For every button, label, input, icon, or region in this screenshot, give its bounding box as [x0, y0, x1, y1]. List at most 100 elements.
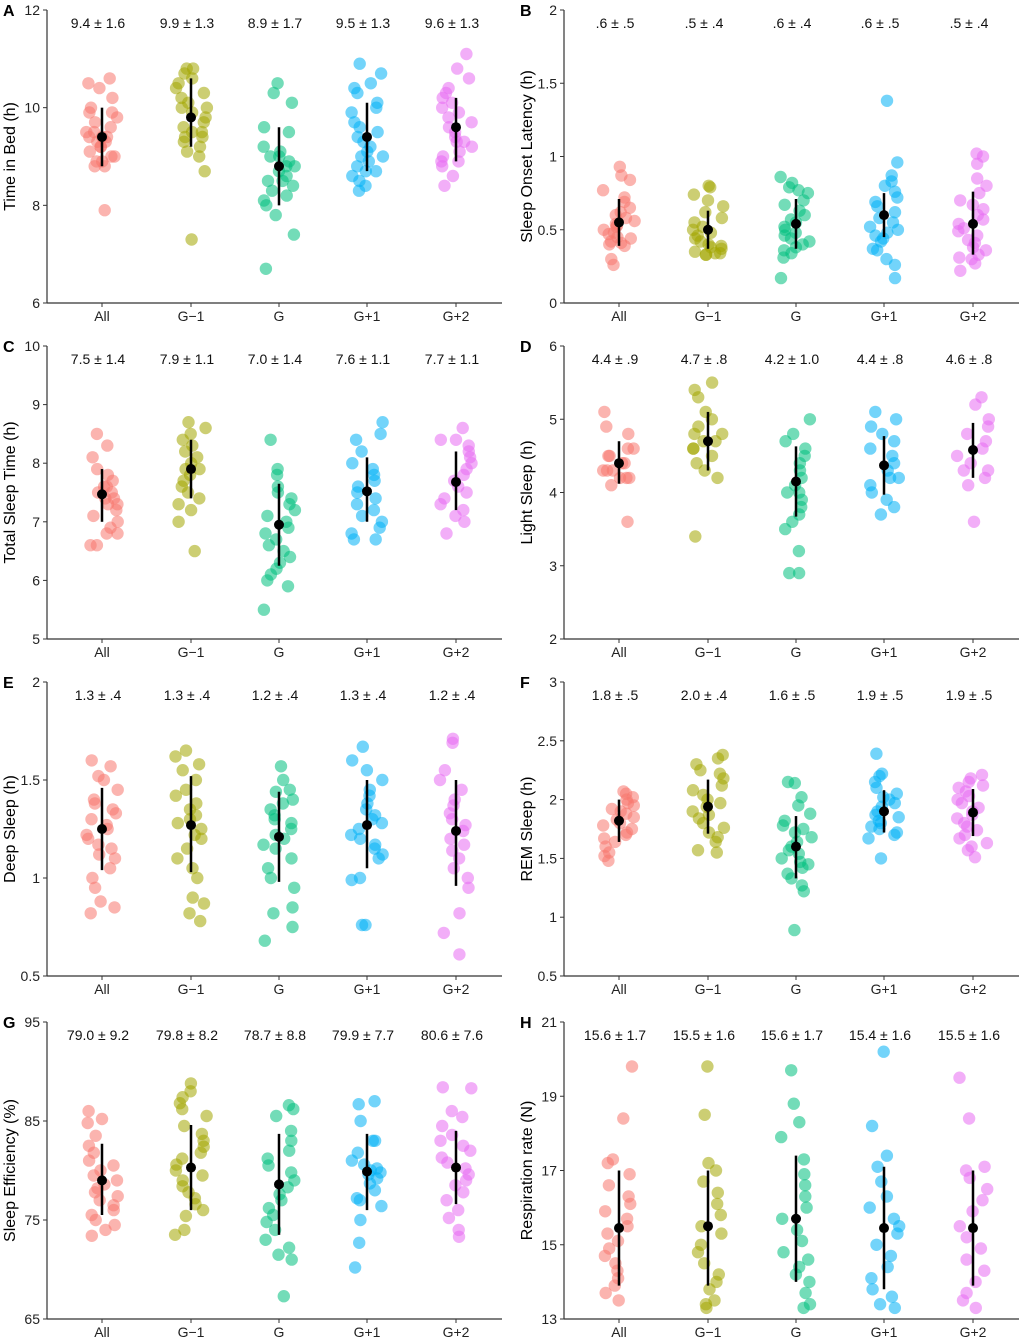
data-point — [864, 420, 878, 433]
mean-sd-annotation: 4.7 ± .8 — [681, 351, 728, 367]
data-point — [434, 433, 447, 446]
data-point — [262, 1159, 275, 1172]
data-point — [962, 775, 975, 789]
data-point — [83, 106, 96, 119]
data-point — [194, 914, 207, 928]
panel-h: H Respiration rate (N) 13 15 17 19 21 All 15.6 ±… — [519, 1014, 1019, 1339]
data-point — [436, 1119, 449, 1133]
data-point — [81, 1116, 94, 1130]
data-point — [455, 783, 468, 796]
data-point — [465, 116, 478, 129]
x-tick-label: G−1 — [695, 981, 722, 997]
x-tick-label: G — [274, 1324, 285, 1339]
mean-point — [97, 131, 107, 142]
data-point — [973, 186, 986, 200]
data-point — [449, 509, 462, 523]
x-tick-label: G — [791, 308, 802, 324]
x-tick-label: G+1 — [354, 1324, 381, 1339]
data-point — [186, 891, 199, 904]
data-point — [88, 797, 102, 810]
data-point — [627, 811, 640, 824]
y-tick-label: 2 — [549, 2, 557, 18]
data-point — [715, 1227, 728, 1240]
panel-letter: E — [3, 675, 14, 692]
data-point — [440, 1194, 453, 1207]
data-point — [103, 862, 117, 875]
x-tick-label: G — [274, 308, 285, 324]
data-point — [888, 206, 902, 219]
data-point — [603, 238, 616, 251]
data-point — [462, 881, 475, 894]
data-point — [88, 116, 102, 129]
data-point — [981, 420, 995, 433]
data-point — [179, 783, 193, 796]
data-point — [605, 479, 618, 492]
mean-point — [362, 820, 372, 831]
data-point — [598, 405, 611, 419]
data-point — [715, 779, 728, 792]
x-tick-label: G+1 — [871, 308, 898, 324]
data-point — [980, 836, 994, 850]
data-point — [717, 821, 731, 834]
data-point — [711, 1197, 724, 1211]
mean-point — [791, 218, 801, 229]
data-point — [355, 509, 369, 523]
panel-b: B Sleep Onset Latency (h) 0 0.5 1 1.5 2 All .6 ±… — [519, 2, 1019, 324]
data-point — [107, 1159, 120, 1172]
data-point — [349, 433, 363, 446]
data-point — [368, 1095, 381, 1108]
y-tick-label: 2 — [549, 631, 557, 647]
data-point — [108, 150, 121, 163]
data-point — [169, 789, 182, 802]
data-point — [351, 486, 364, 499]
data-point — [111, 783, 124, 796]
data-point — [354, 1213, 367, 1227]
data-point — [351, 86, 364, 100]
data-point — [715, 211, 729, 225]
data-point — [623, 201, 637, 214]
data-point — [704, 181, 717, 194]
data-point — [596, 184, 610, 197]
data-point — [436, 101, 449, 114]
data-point — [687, 442, 700, 455]
y-axis-label: Deep Sleep (h) — [2, 775, 19, 883]
mean-sd-annotation: 15.6 ± 1.7 — [761, 1027, 823, 1043]
panel-c: C Total Sleep Time (h) 5 6 7 8 9 10 All 7.5 ± 1.4… — [2, 338, 502, 660]
data-point — [870, 781, 883, 794]
data-point — [287, 1102, 300, 1116]
data-point — [456, 1110, 469, 1124]
data-point — [691, 844, 705, 857]
data-point — [776, 819, 790, 832]
panel-e: E Deep Sleep (h) 0.5 1 1.5 2 All 1.3 ± .4 G−1 1.3… — [2, 674, 502, 997]
data-point — [792, 544, 806, 558]
data-point — [457, 824, 470, 838]
y-tick-label: 8 — [32, 455, 40, 471]
data-point — [714, 1208, 727, 1222]
data-point — [619, 828, 632, 842]
data-point — [347, 533, 361, 546]
data-point — [874, 508, 888, 521]
data-point — [612, 1294, 625, 1307]
data-point — [280, 189, 293, 202]
data-point — [891, 223, 905, 236]
y-tick-label: 95 — [24, 1014, 40, 1030]
y-tick-label: 3 — [549, 558, 557, 574]
data-point — [198, 165, 211, 178]
data-point — [285, 822, 298, 836]
data-point — [437, 926, 450, 940]
data-point — [792, 184, 805, 197]
data-point — [375, 816, 389, 830]
y-tick-label: 1.5 — [21, 772, 41, 788]
data-point — [101, 439, 114, 452]
data-point — [261, 862, 275, 875]
data-point — [352, 1098, 365, 1111]
x-tick-label: All — [94, 308, 110, 324]
mean-point — [186, 464, 196, 475]
y-tick-label: 1 — [32, 870, 40, 886]
data-point — [969, 257, 982, 270]
data-point — [621, 515, 634, 528]
data-point — [961, 427, 974, 441]
data-point — [599, 1286, 612, 1300]
x-tick-label: G+1 — [354, 308, 381, 324]
data-point — [607, 258, 620, 272]
